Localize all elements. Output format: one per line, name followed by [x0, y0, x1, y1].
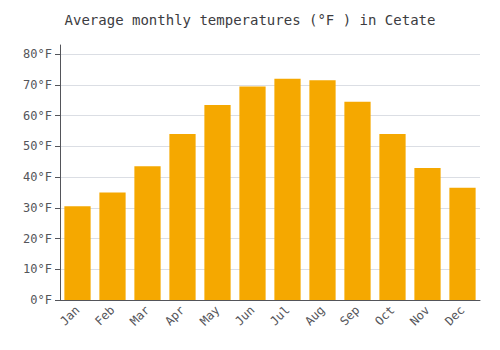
- svg-text:50°F: 50°F: [23, 139, 52, 153]
- svg-text:Apr: Apr: [162, 303, 187, 328]
- svg-text:Feb: Feb: [92, 303, 117, 328]
- svg-text:Mar: Mar: [127, 303, 152, 328]
- svg-text:10°F: 10°F: [23, 262, 52, 276]
- svg-text:30°F: 30°F: [23, 201, 52, 215]
- svg-text:Jul: Jul: [267, 303, 292, 328]
- svg-text:Nov: Nov: [407, 303, 432, 328]
- svg-text:60°F: 60°F: [23, 109, 52, 123]
- svg-text:20°F: 20°F: [23, 232, 52, 246]
- svg-text:Jun: Jun: [232, 303, 257, 328]
- svg-text:Jan: Jan: [57, 303, 82, 328]
- svg-text:0°F: 0°F: [30, 293, 52, 307]
- svg-text:Sep: Sep: [337, 303, 362, 328]
- svg-text:70°F: 70°F: [23, 78, 52, 92]
- svg-text:Average monthly temperatures (: Average monthly temperatures (°F ) in Ce…: [65, 12, 436, 28]
- svg-text:40°F: 40°F: [23, 170, 52, 184]
- svg-text:80°F: 80°F: [23, 47, 52, 61]
- svg-text:Aug: Aug: [302, 303, 327, 328]
- svg-text:May: May: [197, 303, 222, 328]
- svg-text:Dec: Dec: [442, 303, 467, 328]
- svg-text:Oct: Oct: [372, 303, 397, 328]
